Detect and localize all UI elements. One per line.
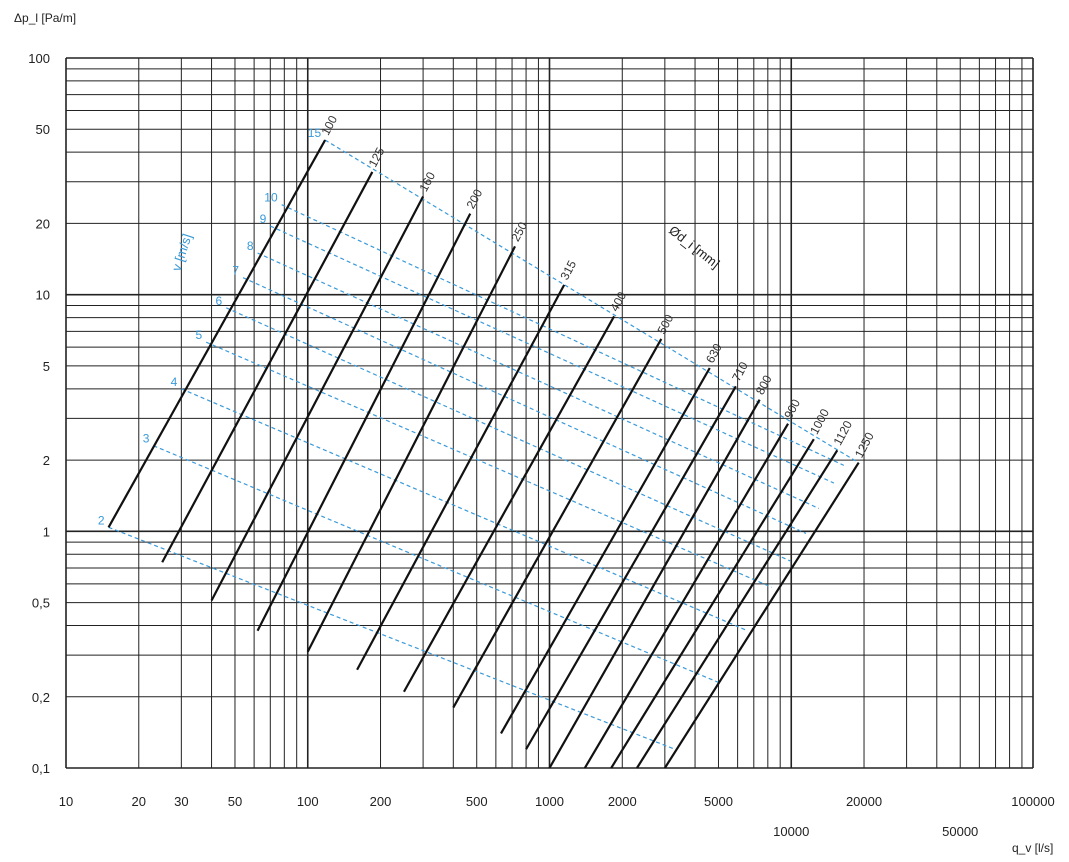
diameter-line: [306, 245, 516, 653]
x-tick-label: 5000: [704, 794, 733, 809]
y-tick-label: 50: [36, 122, 50, 137]
diameter-label: 400: [607, 289, 629, 314]
diameter-line: [583, 423, 789, 769]
diameter-label: 1120: [831, 418, 856, 448]
y-axis-label: Δp_l [Pa/m]: [14, 11, 76, 25]
y-tick-label: 100: [28, 51, 50, 66]
x-tick-label: 1000: [535, 794, 564, 809]
diameter-line: [402, 315, 616, 693]
diameter-label: 200: [464, 186, 486, 211]
y-tick-label: 5: [43, 359, 50, 374]
x-tick-label: 500: [466, 794, 488, 809]
diameter-label: 100: [318, 113, 340, 138]
velocity-label: 9: [260, 212, 267, 226]
diameter-label: 1000: [807, 406, 832, 436]
x-tick-label: 20000: [846, 794, 882, 809]
diameter-line: [452, 338, 663, 709]
velocity-label: 15: [308, 126, 322, 140]
grid: [65, 57, 1034, 769]
y-tick-label: 0,2: [32, 690, 50, 705]
diameter-label: 1250: [852, 430, 877, 460]
velocity-line: [281, 204, 845, 466]
y-tick-label: 0,1: [32, 761, 50, 776]
velocity-line: [225, 307, 791, 562]
velocity-label: 10: [264, 191, 278, 205]
diameter-line: [500, 367, 711, 734]
velocity-label: 3: [143, 432, 150, 446]
diameter-label: 125: [366, 145, 388, 170]
y-tick-label: 0,5: [32, 596, 50, 611]
velocity-label: 8: [247, 239, 254, 253]
diameter-line: [107, 139, 327, 528]
velocity-line: [205, 341, 772, 588]
velocity-label: 7: [232, 264, 239, 278]
diameter-line: [256, 213, 472, 632]
diameter-line: [663, 462, 860, 769]
diameter-line: [610, 438, 815, 769]
diameter-label: 800: [753, 373, 775, 398]
diameter-lines: [107, 139, 860, 769]
diameter-label: 500: [655, 312, 677, 337]
velocity-line: [181, 388, 748, 632]
velocity-line: [324, 139, 859, 464]
diameter-line: [210, 195, 425, 602]
velocity-label: 5: [195, 328, 202, 342]
velocity-line: [242, 277, 807, 534]
x-tick-label: 10: [59, 794, 73, 809]
velocity-line: [257, 252, 820, 509]
diameter-label: 710: [729, 359, 751, 384]
diameter-label: 160: [416, 169, 438, 194]
x-tick-label: 100: [297, 794, 319, 809]
x-tick-label: 10000: [773, 824, 809, 839]
x-tick-label: 2000: [608, 794, 637, 809]
diameter-label: 900: [781, 397, 803, 422]
y-tick-label: 10: [36, 288, 50, 303]
x-tick-label: 200: [370, 794, 392, 809]
x-tick-label: 100000: [1011, 794, 1054, 809]
velocity-label: 2: [98, 513, 105, 527]
velocity-label: 6: [216, 294, 223, 308]
x-tick-label: 20: [132, 794, 146, 809]
y-tick-label: 20: [36, 216, 50, 231]
x-tick-label: 30: [174, 794, 188, 809]
diameter-line: [356, 284, 566, 671]
diameter-line: [161, 171, 374, 563]
x-axis-label: q_v [l/s]: [1012, 841, 1053, 855]
diameter-line: [525, 385, 737, 750]
diameter-line: [636, 449, 839, 769]
diameter-label: 315: [557, 258, 579, 283]
y-tick-label: 2: [43, 453, 50, 468]
velocity-line: [270, 225, 835, 484]
velocity-title: v [m/s]: [169, 232, 195, 273]
diameter-label: 630: [703, 341, 725, 366]
x-tick-label: 50000: [942, 824, 978, 839]
x-tick-label: 50: [228, 794, 242, 809]
velocity-label: 4: [171, 375, 178, 389]
velocity-lines: [108, 139, 859, 750]
diameter-title: Ød_i [mm]: [666, 223, 722, 272]
y-tick-label: 1: [43, 524, 50, 539]
diameter-line: [548, 399, 761, 769]
